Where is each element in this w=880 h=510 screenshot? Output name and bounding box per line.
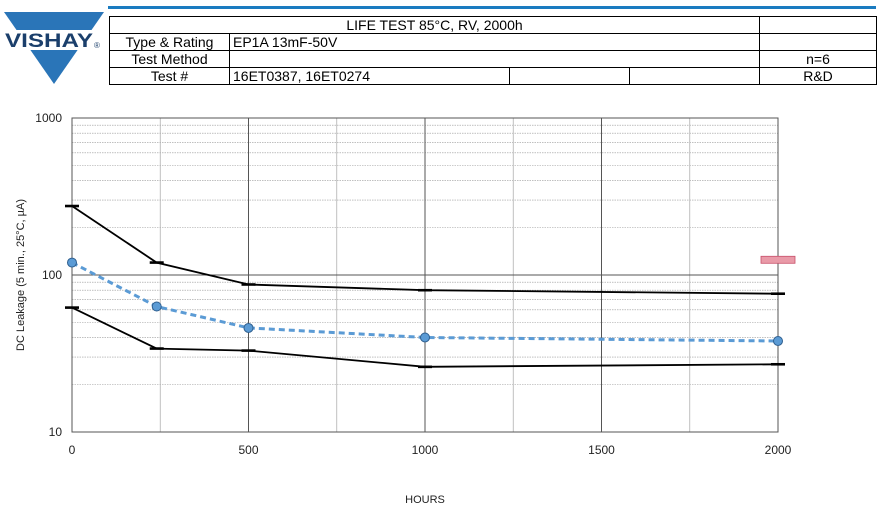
department: R&D <box>759 67 877 85</box>
chart-grid <box>71 117 779 433</box>
type-rating-value: EP1A 13mF-50V <box>229 33 760 51</box>
x-tick-label: 0 <box>69 443 76 457</box>
leakage-chart: 0 500 1000 1500 2000 10 100 1000 DC Leakage (5 … <box>0 96 880 510</box>
vishay-logo: VISHAY ® <box>4 8 104 88</box>
test-info-table: LIFE TEST 85°C, RV, 2000h Type & Rating … <box>109 16 877 85</box>
type-rating-extra <box>759 33 877 51</box>
data-point-circle <box>67 257 77 268</box>
header-rule <box>108 6 876 9</box>
limit-marker <box>760 255 796 264</box>
data-point-circle <box>773 335 783 346</box>
y-axis-label: DC Leakage (5 min., 25°C, µA) <box>15 199 27 351</box>
chart-plot <box>65 204 796 369</box>
x-tick-label: 500 <box>238 443 258 457</box>
test-method-label: Test Method <box>109 50 230 68</box>
type-rating-label: Type & Rating <box>109 33 230 51</box>
test-number-label: Test # <box>109 67 230 85</box>
chart-ticks: 0 500 1000 1500 2000 10 100 1000 <box>35 111 791 457</box>
x-tick-label: 1000 <box>412 443 439 457</box>
table-row: Test # 16ET0387, 16ET0274 R&D <box>109 67 877 85</box>
table-row: Type & Rating EP1A 13mF-50V <box>109 33 877 51</box>
title-extra-cell <box>759 16 877 34</box>
logo-text-band <box>4 30 104 50</box>
y-tick-label: 1000 <box>35 111 62 125</box>
x-tick-label: 2000 <box>765 443 792 457</box>
data-point-circle <box>151 301 162 312</box>
test-method-value <box>229 50 760 68</box>
table-row: Test Method n=6 <box>109 50 877 68</box>
test-title: LIFE TEST 85°C, RV, 2000h <box>109 16 760 34</box>
title-row: LIFE TEST 85°C, RV, 2000h <box>109 16 877 34</box>
plot-frame <box>71 117 779 433</box>
data-point-circle <box>420 332 430 343</box>
test-number-value: 16ET0387, 16ET0274 <box>229 67 510 85</box>
series-line-1 <box>71 261 779 343</box>
x-axis-label: HOURS <box>405 494 445 506</box>
test-number-blank-2 <box>629 67 760 85</box>
y-tick-label: 10 <box>49 425 63 439</box>
chart-svg: 0 500 1000 1500 2000 10 100 1000 DC Leakage (5 … <box>15 111 796 506</box>
y-tick-label: 100 <box>42 268 62 282</box>
x-tick-label: 1500 <box>588 443 615 457</box>
sample-count: n=6 <box>759 50 877 68</box>
data-point-circle <box>243 322 254 333</box>
logo-registered-mark: ® <box>94 41 100 50</box>
logo-text: VISHAY <box>5 31 93 52</box>
test-number-blank-1 <box>509 67 630 85</box>
